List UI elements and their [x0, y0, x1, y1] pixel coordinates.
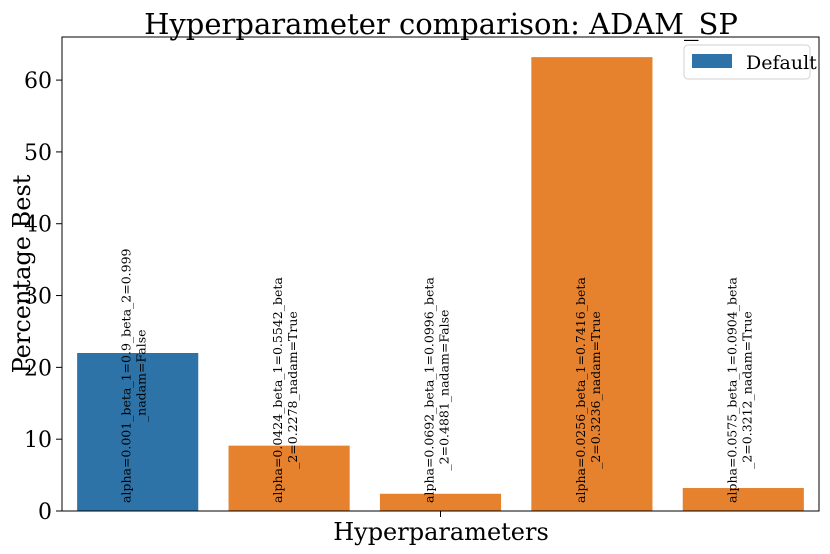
bar-label-3-line-1: _2=0.3236_nadam=True — [588, 311, 603, 469]
bar-label-1-line-0: alpha=0.0424_beta_1=0.5542_beta — [270, 277, 285, 503]
bar-label-0-line-0: alpha=0.001_beta_1=0.9_beta_2=0.999 — [119, 248, 134, 503]
bar-label-2-line-1: _2=0.4881_nadam=False — [437, 310, 452, 471]
bar-4 — [682, 488, 804, 511]
legend-box — [683, 44, 811, 80]
x-axis-label: Hyperparameters — [333, 518, 549, 546]
bar-label-2: alpha=0.0692_beta_1=0.0996_beta_2=0.4881… — [422, 277, 452, 503]
bar-label-1: alpha=0.0424_beta_1=0.5542_beta_2=0.2278… — [270, 277, 300, 503]
y-tick-label-2: 20 — [24, 356, 52, 381]
bar-label-4-line-0: alpha=0.0575_beta_1=0.0904_beta — [724, 277, 739, 503]
plot-frame — [61, 36, 820, 512]
bar-label-4-line-1: _2=0.3212_nadam=True — [739, 311, 754, 469]
chart-title: Hyperparameter comparison: ADAM_SP — [144, 7, 738, 42]
bar-label-0-line-1: _nadam=False — [134, 329, 149, 422]
bar-label-3: alpha=0.0256_beta_1=0.7416_beta_2=0.3236… — [573, 277, 603, 503]
bar-label-1-line-1: _2=0.2278_nadam=True — [285, 311, 300, 469]
y-tick-label-0: 0 — [38, 500, 52, 525]
bar-0 — [77, 353, 199, 511]
legend-label-default: Default — [746, 52, 817, 74]
bar-1 — [228, 445, 350, 511]
legend: Default — [683, 44, 817, 80]
bar-label-4: alpha=0.0575_beta_1=0.0904_beta_2=0.3212… — [724, 277, 754, 503]
y-tick-label-4: 40 — [24, 213, 52, 238]
bar-label-0: alpha=0.001_beta_1=0.9_beta_2=0.999_nada… — [119, 248, 149, 503]
y-axis-label: Percentage Best — [8, 174, 36, 373]
y-tick-label-5: 50 — [24, 141, 52, 166]
bar-label-3-line-0: alpha=0.0256_beta_1=0.7416_beta — [573, 277, 588, 503]
y-tick-label-1: 10 — [24, 428, 52, 453]
y-tick-label-6: 60 — [24, 69, 52, 94]
bar-2 — [379, 493, 502, 511]
bar-label-2-line-0: alpha=0.0692_beta_1=0.0996_beta — [422, 277, 437, 503]
bar-3 — [531, 57, 653, 511]
y-tick-label-3: 30 — [24, 285, 52, 310]
legend-swatch-default — [692, 54, 732, 68]
